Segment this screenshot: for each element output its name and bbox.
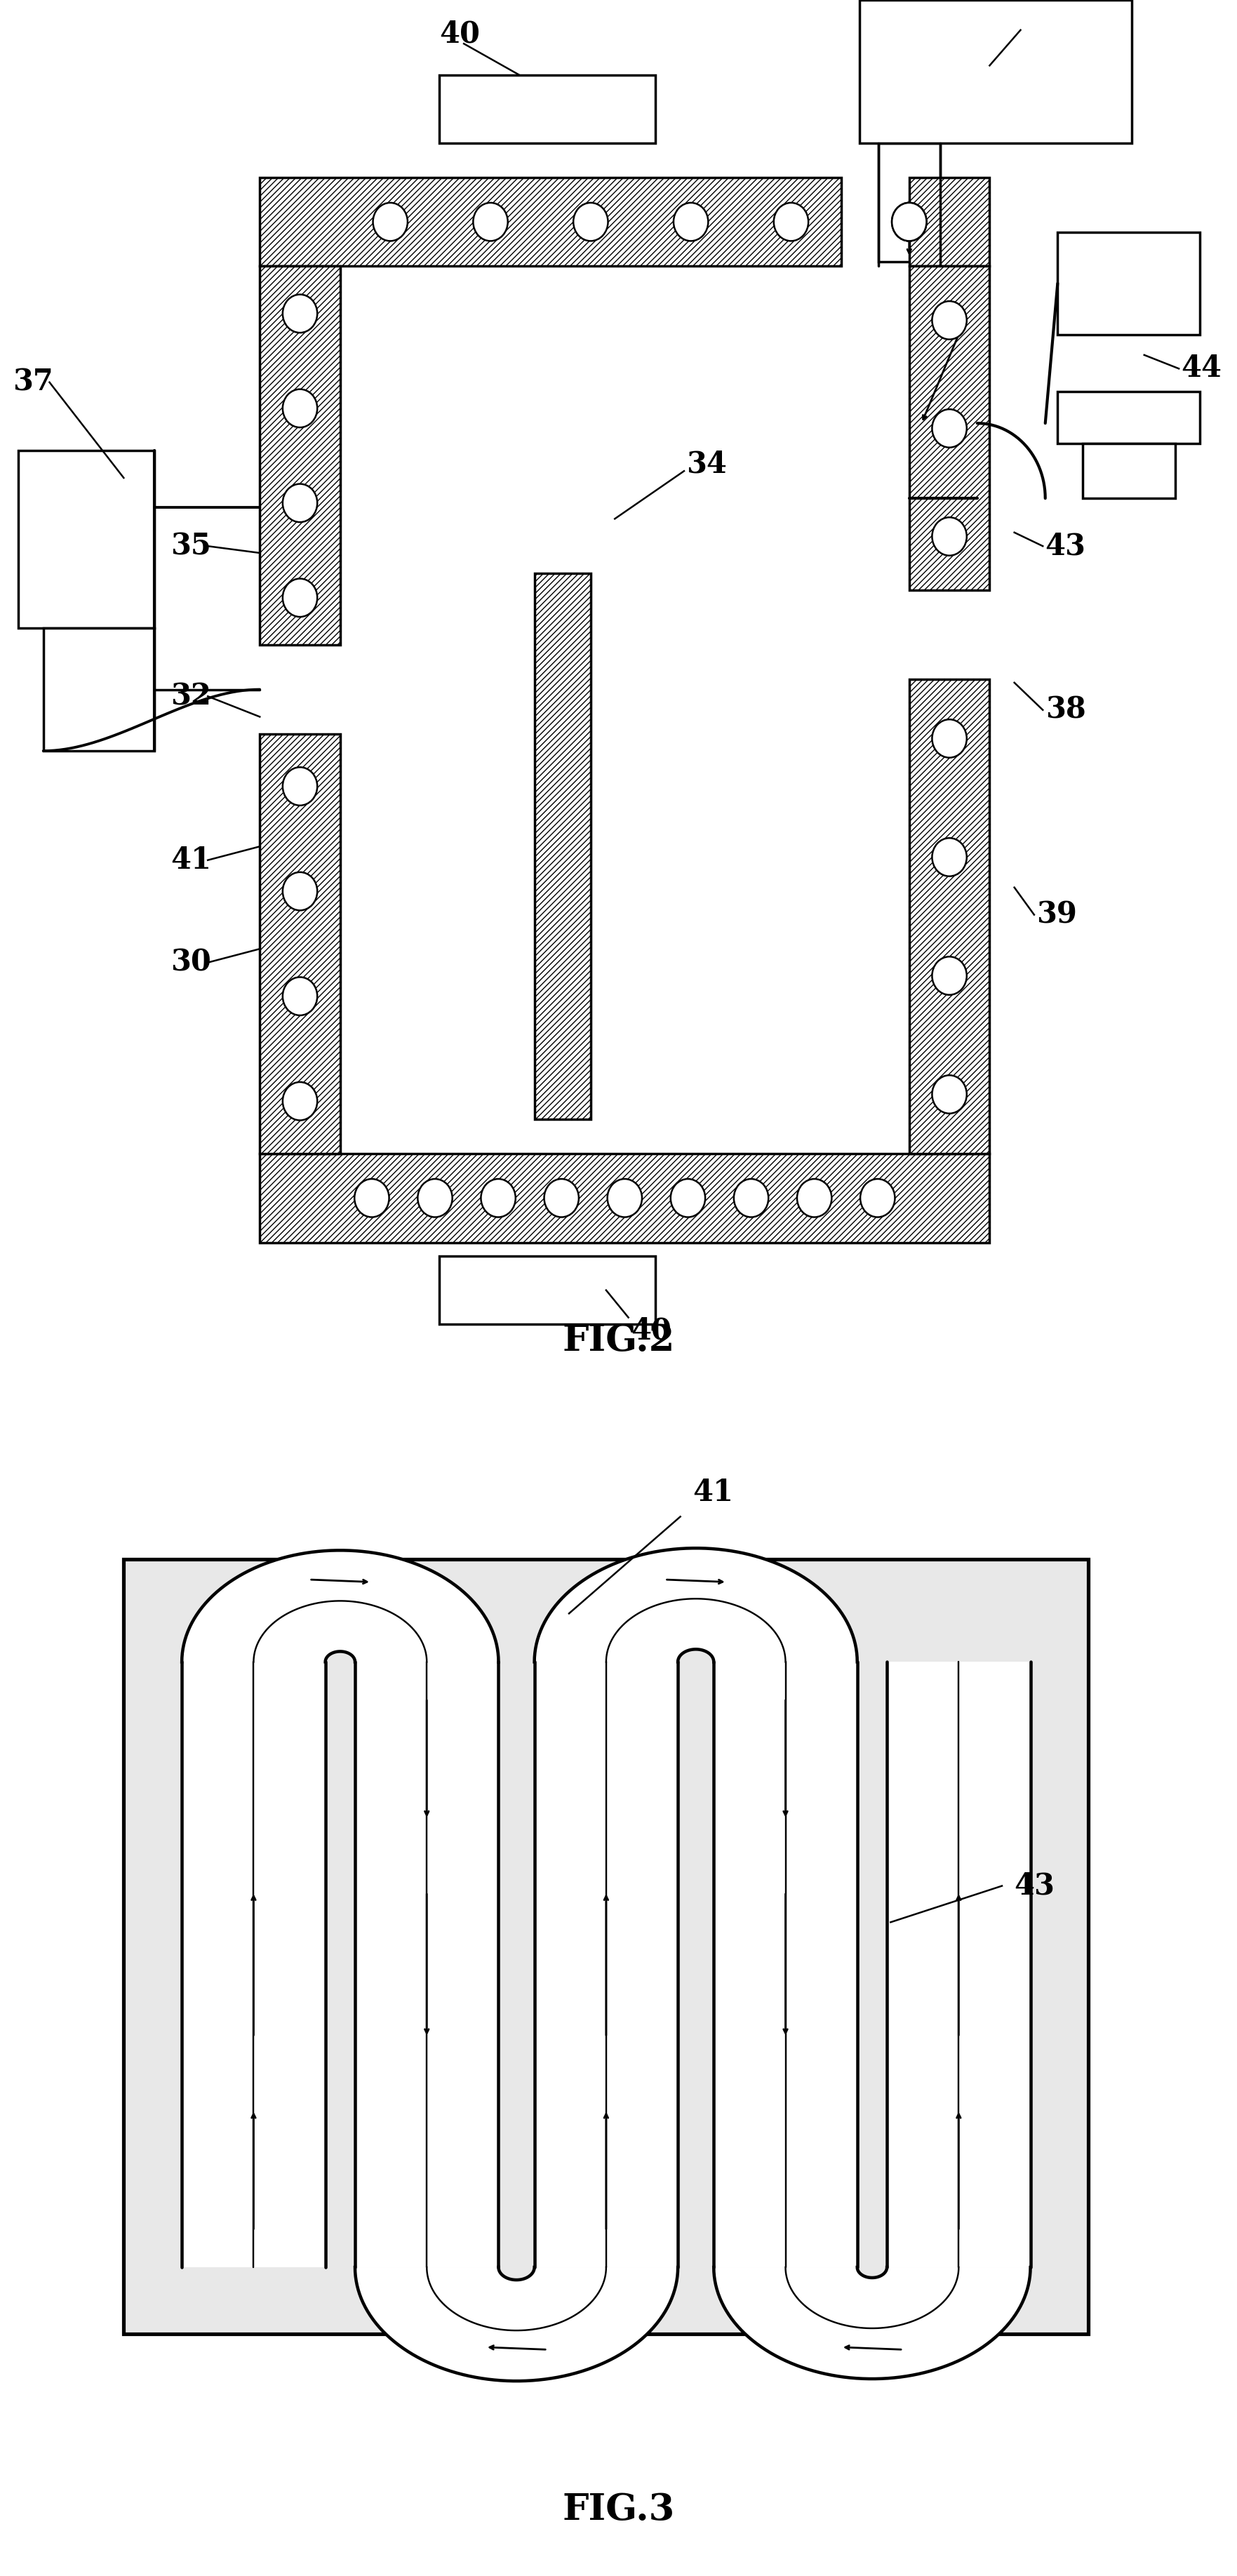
Bar xyxy=(340,265,909,1154)
Text: 41: 41 xyxy=(171,845,212,876)
Text: FIG.3: FIG.3 xyxy=(563,2491,674,2527)
Circle shape xyxy=(282,389,317,428)
Bar xyxy=(260,265,340,644)
Circle shape xyxy=(797,1180,831,1216)
Circle shape xyxy=(892,204,927,242)
Bar xyxy=(1058,232,1200,335)
Bar xyxy=(1058,392,1200,443)
Circle shape xyxy=(673,204,708,242)
Circle shape xyxy=(892,204,927,242)
Bar xyxy=(19,451,155,629)
Text: 37: 37 xyxy=(12,368,53,397)
Circle shape xyxy=(282,484,317,523)
Circle shape xyxy=(933,956,967,994)
Text: 38: 38 xyxy=(1045,696,1086,724)
Circle shape xyxy=(282,976,317,1015)
Circle shape xyxy=(933,837,967,876)
Circle shape xyxy=(933,719,967,757)
Polygon shape xyxy=(355,2267,678,2380)
Bar xyxy=(909,265,990,590)
Circle shape xyxy=(607,1180,642,1216)
Bar xyxy=(260,734,340,1154)
Bar xyxy=(909,178,990,265)
Text: 30: 30 xyxy=(171,948,212,976)
Polygon shape xyxy=(534,1548,857,1662)
Bar xyxy=(260,178,841,265)
Text: FIG.2: FIG.2 xyxy=(563,1321,674,1358)
Text: 42: 42 xyxy=(1021,5,1061,36)
Circle shape xyxy=(474,204,508,242)
Circle shape xyxy=(734,1180,768,1216)
Circle shape xyxy=(933,301,967,340)
Circle shape xyxy=(418,1180,453,1216)
Text: 43: 43 xyxy=(1014,1870,1055,1901)
Circle shape xyxy=(860,1180,894,1216)
Circle shape xyxy=(892,204,927,242)
Bar xyxy=(714,1662,857,2267)
Bar xyxy=(355,1662,499,2267)
Polygon shape xyxy=(182,1551,499,1662)
Polygon shape xyxy=(714,2267,1030,2378)
Text: 43: 43 xyxy=(1045,531,1086,562)
Circle shape xyxy=(933,1074,967,1113)
Bar xyxy=(878,144,940,263)
Text: 40: 40 xyxy=(631,1316,672,1345)
Bar xyxy=(1082,443,1175,497)
Bar xyxy=(887,1662,1030,2267)
Bar xyxy=(860,0,1132,144)
Circle shape xyxy=(670,1180,705,1216)
Text: 39: 39 xyxy=(1037,899,1077,930)
Circle shape xyxy=(282,1082,317,1121)
Bar xyxy=(909,680,990,1154)
Circle shape xyxy=(481,1180,516,1216)
Circle shape xyxy=(374,204,408,242)
Bar xyxy=(124,1558,1089,2334)
Text: 41: 41 xyxy=(693,1479,734,1507)
Bar xyxy=(182,1662,325,2267)
Bar xyxy=(439,1257,656,1324)
Circle shape xyxy=(544,1180,579,1216)
Text: 35: 35 xyxy=(171,531,212,562)
Circle shape xyxy=(282,873,317,909)
Circle shape xyxy=(355,1180,390,1216)
Circle shape xyxy=(282,294,317,332)
Text: 32: 32 xyxy=(171,683,212,711)
Circle shape xyxy=(282,768,317,806)
Bar xyxy=(260,1154,990,1242)
Circle shape xyxy=(574,204,609,242)
Circle shape xyxy=(282,580,317,616)
Text: 34: 34 xyxy=(687,448,727,479)
Circle shape xyxy=(933,518,967,556)
Bar xyxy=(439,75,656,144)
Bar xyxy=(534,574,591,1121)
Bar xyxy=(43,629,155,750)
Bar xyxy=(534,1662,678,2267)
Circle shape xyxy=(933,410,967,448)
Text: 44: 44 xyxy=(1181,353,1222,384)
Circle shape xyxy=(774,204,809,242)
Text: 40: 40 xyxy=(439,21,480,49)
